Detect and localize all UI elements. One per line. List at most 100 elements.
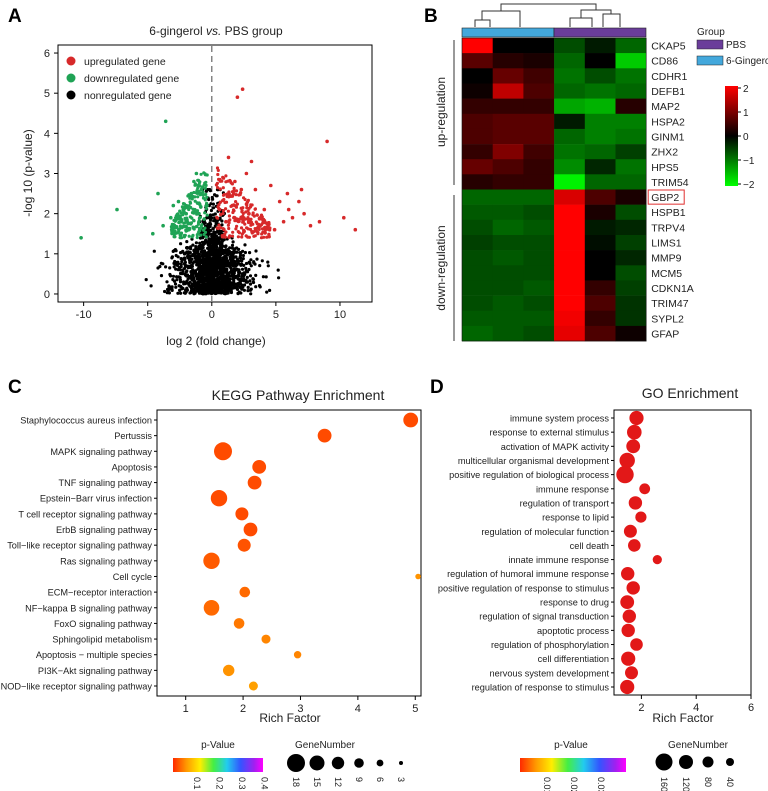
go-category-label: regulation of humoral immune response <box>447 569 609 579</box>
colorbar-tick-label: 0 <box>743 132 749 143</box>
heatmap-cell <box>523 250 555 266</box>
upregulated-point <box>263 231 267 235</box>
kegg-dot <box>415 573 421 580</box>
nonregulated-point <box>224 287 228 291</box>
nonregulated-point <box>216 253 220 258</box>
nonregulated-point <box>241 285 245 289</box>
upregulated-point <box>230 234 235 238</box>
upregulated-point <box>242 230 246 234</box>
nonregulated-point <box>241 257 245 261</box>
upregulated-point <box>253 207 257 211</box>
upregulated-point <box>236 220 240 224</box>
nonregulated-point <box>212 241 216 245</box>
nonregulated-point <box>196 249 200 253</box>
heatmap-cell <box>523 295 555 312</box>
nonregulated-point <box>220 270 224 274</box>
upregulated-point <box>251 222 255 226</box>
legend-down-label: downregulated gene <box>84 73 179 85</box>
colorbar-tick-label: 1 <box>743 108 749 119</box>
heatmap-cell <box>584 325 616 342</box>
upregulated-point <box>240 87 245 91</box>
nonregulated-point <box>209 202 213 206</box>
go-xtick-label: 2 <box>638 702 644 714</box>
nonregulated-point <box>202 260 206 264</box>
heatmap-cell <box>523 280 555 296</box>
downregulated-point <box>200 223 204 227</box>
nonregulated-point <box>202 286 206 290</box>
nonregulated-point <box>159 261 163 265</box>
nonregulated-point <box>221 256 225 260</box>
downregulated-point <box>180 205 184 209</box>
nonregulated-point <box>163 289 167 294</box>
heatmap-cell <box>554 295 586 312</box>
nonregulated-point <box>208 240 212 244</box>
nonregulated-point <box>219 266 223 271</box>
nonregulated-point <box>218 262 222 266</box>
nonregulated-point <box>221 264 225 269</box>
kegg-category-label: Sphingolipid metabolism <box>52 635 152 645</box>
legend-up-marker <box>66 56 76 66</box>
kegg-category-label: T cell receptor signaling pathway <box>18 509 152 519</box>
upregulated-point <box>251 230 255 234</box>
nonregulated-point <box>216 236 220 240</box>
kegg-category-label: Apoptosis − multiple species <box>36 650 153 660</box>
nonregulated-point <box>246 285 250 289</box>
go-gene-size-label: 40 <box>725 777 735 787</box>
nonregulated-point <box>211 202 215 206</box>
nonregulated-point <box>207 265 211 269</box>
upregulated-point <box>220 235 224 239</box>
nonregulated-point <box>185 240 189 244</box>
nonregulated-point <box>211 197 215 201</box>
kegg-category-label: MAPK signaling pathway <box>50 447 152 457</box>
go-category-label: positive regulation of response to stimu… <box>438 583 609 593</box>
go-pvalue-tick-label: 0.03 <box>596 777 606 791</box>
nonregulated-point <box>196 267 200 271</box>
nonregulated-point <box>240 259 244 263</box>
downregulated-point <box>186 227 191 232</box>
downregulated-point <box>196 195 200 199</box>
heatmap-cell <box>523 68 555 84</box>
go-dot <box>623 524 637 538</box>
nonregulated-point <box>225 259 229 263</box>
kegg-dot <box>248 681 258 691</box>
upregulated-point <box>221 211 225 216</box>
nonregulated-point <box>218 250 222 254</box>
nonregulated-point <box>209 228 213 232</box>
upregulated-point <box>290 215 295 220</box>
heatmap-cell <box>492 128 524 145</box>
nonregulated-point <box>196 262 200 266</box>
heatmap-cell <box>462 159 493 175</box>
nonregulated-point <box>229 290 233 295</box>
nonregulated-point <box>193 252 197 256</box>
nonregulated-point <box>159 274 164 278</box>
nonregulated-point <box>149 284 153 288</box>
heatmap-cell <box>492 98 524 115</box>
upregulated-point <box>272 227 277 232</box>
upregulated-point <box>277 199 282 204</box>
nonregulated-point <box>144 278 148 282</box>
go-gene-size-label: 80 <box>703 777 713 787</box>
nonregulated-point <box>190 286 194 290</box>
nonregulated-point <box>185 264 189 268</box>
nonregulated-point <box>238 281 242 285</box>
heatmap-cell <box>584 83 616 99</box>
nonregulated-point <box>201 292 205 296</box>
kegg-dot <box>233 618 245 629</box>
upregulated-point <box>260 232 264 236</box>
nonregulated-point <box>190 278 194 282</box>
downregulated-point <box>189 196 193 200</box>
nonregulated-point <box>265 290 269 294</box>
downregulated-point <box>180 218 184 222</box>
downregulated-point <box>179 235 183 240</box>
heatmap-row-label: ZHX2 <box>651 147 678 159</box>
upregulated-point <box>297 199 301 204</box>
heatmap-cell <box>584 280 616 296</box>
heatmap-cell <box>615 204 647 221</box>
nonregulated-point <box>224 256 229 260</box>
nonregulated-point <box>214 288 218 292</box>
downregulated-point <box>201 190 205 194</box>
kegg-dot <box>293 651 302 659</box>
upregulated-point <box>308 223 313 228</box>
legend-non-marker <box>66 90 76 100</box>
nonregulated-point <box>171 249 175 253</box>
